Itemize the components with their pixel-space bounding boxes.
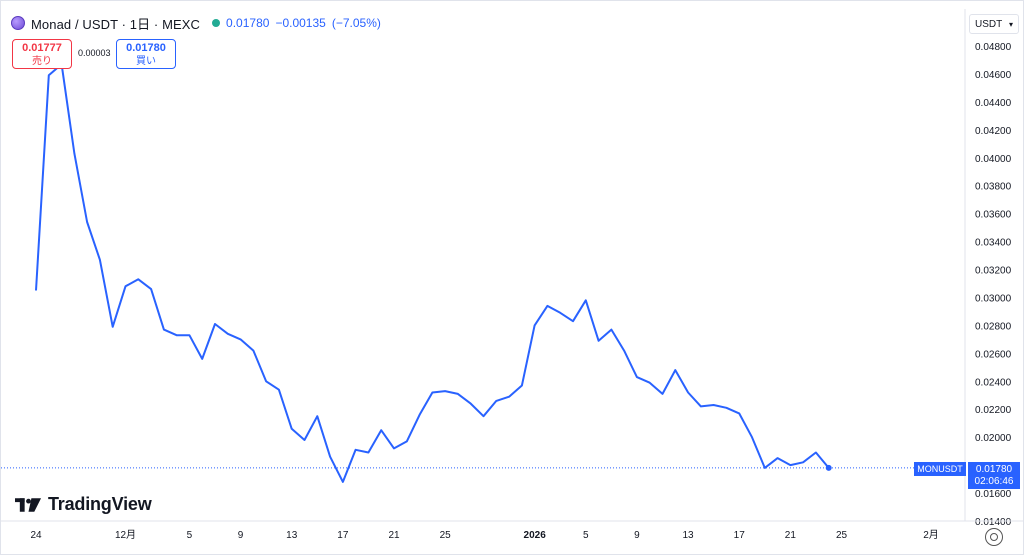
x-axis: 24 12月 5 9 13 17 21 25 2026 5 9 13 17 21 25 2月: [30, 529, 938, 541]
x-tick-label: 21: [388, 530, 400, 541]
y-tick-label: 0.04200: [975, 126, 1012, 137]
symbol-title[interactable]: Monad / USDT · 1日 · MEXC: [31, 16, 201, 32]
y-tick-label: 0.02600: [975, 349, 1012, 360]
buy-label: 買い: [136, 56, 156, 67]
y-tick-label: 0.03600: [975, 210, 1012, 221]
buy-button[interactable]: 0.01780 買い: [116, 39, 176, 69]
sell-price: 0.01777: [22, 42, 62, 54]
x-tick-label: 9: [238, 530, 244, 541]
monad-logo-icon: [11, 16, 25, 30]
x-tick-label: 21: [785, 530, 797, 541]
chevron-down-icon: ▾: [1008, 19, 1013, 29]
tradingview-logo[interactable]: TradingView: [15, 494, 152, 515]
y-tick-label: 0.03200: [975, 266, 1012, 277]
x-tick-label: 25: [836, 530, 848, 541]
y-tick-label: 0.01400: [975, 517, 1012, 528]
x-tick-label: 2026: [524, 530, 547, 541]
symbol-tag: MONUSDT: [914, 462, 966, 476]
x-tick-label: 13: [286, 530, 298, 541]
spread-value: 0.00003: [78, 48, 111, 58]
candle-countdown: 02:06:46: [974, 476, 1014, 487]
sell-button[interactable]: 0.01777 売り: [12, 39, 72, 69]
y-tick-label: 0.03000: [975, 293, 1012, 304]
x-tick-label: 17: [337, 530, 349, 541]
y-tick-label: 0.01600: [975, 489, 1012, 500]
y-tick-label: 0.04800: [975, 42, 1012, 53]
x-tick-label: 12月: [115, 529, 136, 541]
y-tick-label: 0.02800: [975, 321, 1012, 332]
last-price-value: 0.01780: [226, 16, 270, 30]
y-tick-label: 0.04000: [975, 154, 1012, 165]
last-price-tag-value: 0.01780: [975, 464, 1013, 475]
x-tick-label: 24: [30, 530, 42, 541]
tradingview-logo-text: TradingView: [48, 494, 152, 514]
price-points: [35, 64, 832, 482]
y-tick-label: 0.02400: [975, 377, 1012, 388]
last-price-tag: 0.01780 02:06:46: [968, 462, 1020, 489]
buy-price: 0.01780: [126, 42, 166, 54]
y-axis: 0.04800 0.04600 0.04400 0.04200 0.04000 0.038…: [975, 42, 1012, 528]
y-tick-label: 0.03400: [975, 238, 1012, 249]
y-tick-label: 0.04600: [975, 70, 1012, 81]
x-tick-label: 25: [440, 530, 452, 541]
currency-value: USDT: [975, 18, 1003, 30]
sell-label: 売り: [32, 56, 52, 67]
x-tick-label: 5: [583, 530, 589, 541]
x-tick-label: 17: [734, 530, 746, 541]
market-status-icon: [212, 19, 221, 27]
price-change-percent: (−7.05%): [331, 16, 381, 30]
y-tick-label: 0.03800: [975, 182, 1012, 193]
tradingview-logo-icon: [15, 497, 42, 512]
chart-header: Monad / USDT · 1日 · MEXC 0.01780 −0.0013…: [11, 13, 381, 33]
price-change-value: −0.00135: [275, 16, 326, 30]
x-tick-label: 13: [683, 530, 695, 541]
y-tick-label: 0.02200: [975, 405, 1012, 416]
currency-select[interactable]: USDT ▾: [969, 14, 1019, 34]
price-series-line: [35, 63, 830, 483]
y-tick-label: 0.02000: [975, 433, 1012, 444]
y-tick-label: 0.04400: [975, 98, 1012, 109]
x-tick-label: 9: [634, 530, 640, 541]
x-tick-label: 2月: [923, 529, 939, 541]
x-tick-label: 5: [187, 530, 193, 541]
last-price-marker: [825, 464, 832, 471]
gear-icon[interactable]: [985, 528, 1003, 546]
